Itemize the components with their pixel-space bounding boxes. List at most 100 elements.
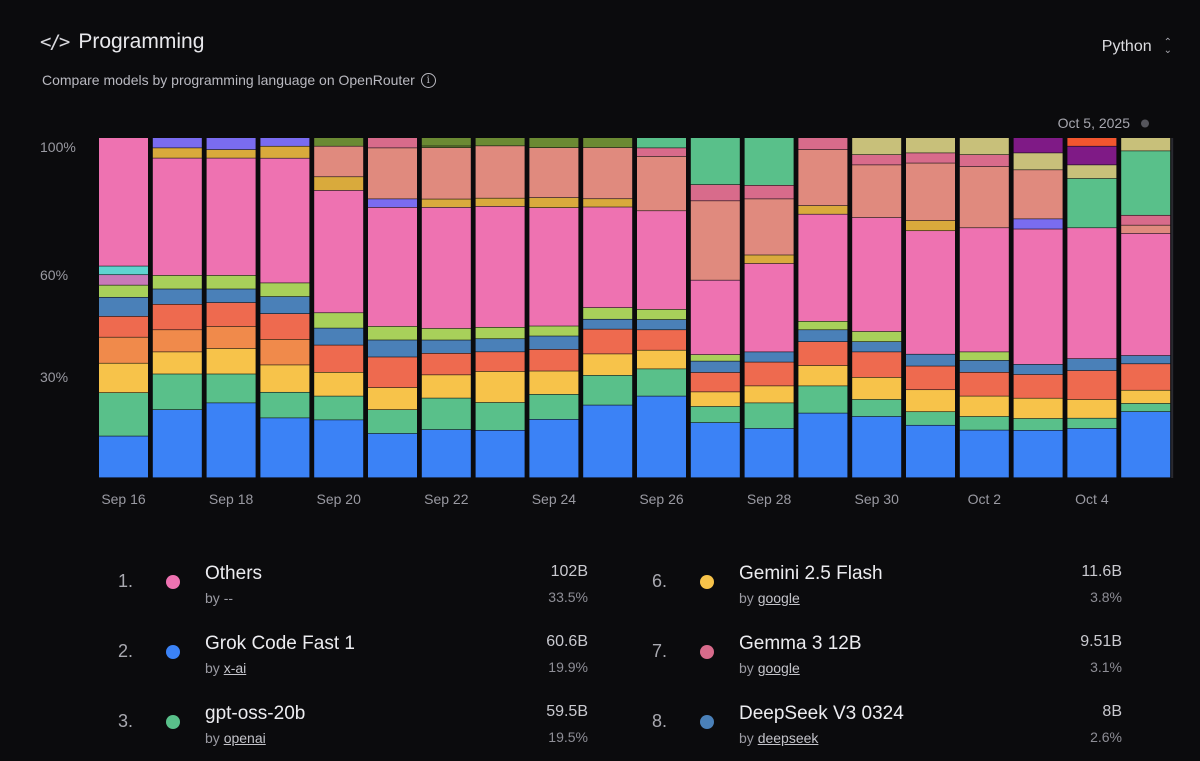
bar-segment-gemini_flash[interactable]: [99, 363, 148, 393]
bar-segment-deepseek[interactable]: [475, 339, 525, 352]
bar-segment-orange_red[interactable]: [852, 352, 902, 378]
bar-segment-grok[interactable]: [690, 422, 740, 478]
bar-segment-gemma[interactable]: [690, 184, 740, 201]
bar-segment-gptoss[interactable]: [798, 386, 848, 413]
info-icon[interactable]: i: [420, 72, 436, 88]
bar-segment-gemini_flash[interactable]: [1067, 399, 1117, 418]
bar-segment-gemma[interactable]: [798, 138, 848, 150]
bar-segment-salmon[interactable]: [852, 165, 902, 218]
bar-segment-gemini_flash[interactable]: [206, 348, 256, 374]
bar-segment-grok[interactable]: [959, 430, 1009, 478]
bar-segment-grok[interactable]: [906, 425, 955, 478]
bar-segment-purple_blue[interactable]: [206, 138, 256, 150]
bar-segment-gptoss[interactable]: [1121, 151, 1171, 215]
bar-segment-lime[interactable]: [368, 326, 417, 340]
bar-segment-gemma[interactable]: [1121, 215, 1171, 225]
bar-segment-orange_red[interactable]: [583, 329, 633, 354]
bar-segment-gold[interactable]: [583, 199, 633, 207]
bar-segment-lime[interactable]: [798, 321, 848, 330]
bar-segment-salmon[interactable]: [744, 199, 794, 255]
bar-segment-gptoss[interactable]: [583, 375, 633, 405]
bar-segment-gemini_flash[interactable]: [583, 354, 633, 376]
bar-segment-gptoss[interactable]: [529, 394, 579, 420]
bar-segment-khaki[interactable]: [852, 138, 902, 155]
bar-segment-gemma[interactable]: [744, 185, 794, 199]
bar-segment-gemini_flash[interactable]: [1121, 390, 1171, 404]
bar-segment-deepseek[interactable]: [152, 289, 202, 304]
legend-author-link[interactable]: google: [757, 590, 800, 606]
bar-segment-gold[interactable]: [798, 206, 848, 214]
bar-segment-gemini_flash[interactable]: [798, 365, 848, 386]
bar-segment-gemini_flash[interactable]: [314, 372, 364, 396]
bar-segment-gemini_flash[interactable]: [906, 390, 955, 412]
bar-segment-purple_blue[interactable]: [152, 138, 202, 148]
bar-segment-gemini_flash[interactable]: [690, 392, 740, 407]
bar-segment-orange_red[interactable]: [906, 366, 955, 390]
bar-segment-deepseek[interactable]: [690, 361, 740, 373]
bar-segment-gold[interactable]: [314, 177, 364, 191]
legend-model-name[interactable]: Gemma 3 12B: [739, 633, 862, 654]
bar-segment-orange_red[interactable]: [314, 345, 364, 372]
legend-author-link[interactable]: google: [757, 660, 800, 676]
bar-segment-others[interactable]: [690, 280, 740, 355]
bar-segment-red_orange[interactable]: [1067, 138, 1117, 146]
bar-segment-salmon[interactable]: [798, 149, 848, 206]
bar-segment-deepseek[interactable]: [1067, 359, 1117, 371]
bar-segment-lime[interactable]: [206, 275, 256, 289]
bar-segment-others[interactable]: [744, 263, 794, 352]
bar-segment-gold[interactable]: [152, 148, 202, 158]
legend-item[interactable]: 1. Others by -- 102B 33.5%: [118, 557, 588, 617]
bar-segment-gptoss[interactable]: [99, 393, 148, 436]
bar-segment-salmon[interactable]: [959, 166, 1009, 228]
bar-segment-orange_red[interactable]: [1121, 364, 1171, 390]
bar-segment-orange_red[interactable]: [744, 362, 794, 386]
bar-segment-gptoss[interactable]: [314, 396, 364, 420]
bar-segment-orange_red[interactable]: [798, 342, 848, 366]
bar-segment-gemini_flash[interactable]: [421, 375, 471, 398]
bar-segment-deepseek[interactable]: [1121, 355, 1171, 364]
bar-segment-lime[interactable]: [314, 313, 364, 328]
bar-segment-purple_blue[interactable]: [1013, 219, 1063, 229]
bar-segment-deepseek[interactable]: [1013, 364, 1063, 375]
bar-segment-salmon[interactable]: [637, 156, 686, 211]
bar-segment-gptoss[interactable]: [1121, 403, 1171, 412]
bar-segment-gptoss[interactable]: [260, 392, 310, 418]
bar-segment-gptoss[interactable]: [637, 138, 686, 148]
legend-model-name[interactable]: gpt-oss-20b: [205, 703, 306, 724]
bar-segment-grok[interactable]: [583, 405, 633, 478]
bar-segment-orange[interactable]: [99, 337, 148, 363]
bar-segment-gptoss[interactable]: [744, 403, 794, 429]
bar-segment-salmon[interactable]: [529, 148, 579, 198]
bar-segment-gptoss[interactable]: [368, 410, 417, 434]
bar-segment-gemma[interactable]: [852, 155, 902, 165]
bar-segment-lime[interactable]: [99, 285, 148, 297]
bar-segment-olive[interactable]: [475, 138, 525, 146]
bar-segment-gemini_flash[interactable]: [368, 387, 417, 410]
bar-segment-gptoss[interactable]: [475, 402, 525, 430]
bar-segment-grok[interactable]: [1121, 411, 1171, 478]
bar-segment-grok[interactable]: [314, 420, 364, 478]
bar-segment-magenta[interactable]: [1067, 146, 1117, 165]
bar-segment-gptoss[interactable]: [906, 412, 955, 425]
bar-segment-others[interactable]: [1067, 228, 1117, 359]
bar-segment-deepseek[interactable]: [583, 319, 633, 329]
bar-segment-khaki[interactable]: [1121, 138, 1171, 151]
legend-model-name[interactable]: DeepSeek V3 0324: [739, 703, 904, 724]
bar-segment-grok[interactable]: [260, 418, 310, 478]
legend-model-name[interactable]: Gemini 2.5 Flash: [739, 563, 883, 584]
bar-segment-gold[interactable]: [529, 198, 579, 208]
bar-segment-olive[interactable]: [314, 138, 364, 146]
bar-segment-gptoss[interactable]: [152, 374, 202, 410]
bar-segment-gemma[interactable]: [906, 153, 955, 163]
bar-segment-olive[interactable]: [421, 138, 471, 146]
bar-segment-lime[interactable]: [152, 275, 202, 289]
bar-segment-deepseek[interactable]: [906, 354, 955, 366]
bar-segment-salmon[interactable]: [1121, 225, 1171, 234]
legend-author-link[interactable]: x-ai: [223, 660, 247, 676]
bar-segment-gemini_flash[interactable]: [152, 352, 202, 374]
bar-segment-olive[interactable]: [583, 138, 633, 148]
bar-segment-grok[interactable]: [637, 396, 686, 478]
bar-segment-others[interactable]: [798, 214, 848, 322]
bar-segment-orange_red[interactable]: [206, 302, 256, 327]
bar-segment-magenta[interactable]: [1013, 138, 1063, 153]
